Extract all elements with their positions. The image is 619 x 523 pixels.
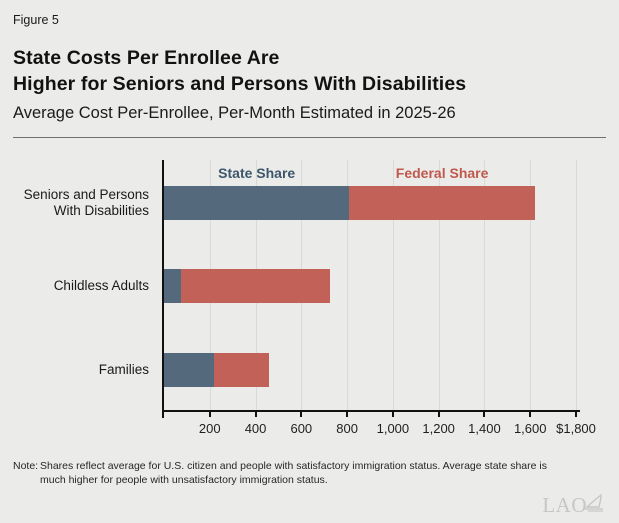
x-tick-label-1200: 1,200 bbox=[422, 421, 455, 436]
category-label-seniors-and-persons-with-disabilities: Seniors and Persons With Disabilities bbox=[24, 187, 149, 219]
x-tick-label-600: 600 bbox=[290, 421, 313, 436]
x-tick-label-800: 800 bbox=[336, 421, 358, 436]
bar-childless-adults-federal-share bbox=[181, 269, 330, 303]
gridline-1000 bbox=[392, 160, 394, 410]
figure-title-line-1: State Costs Per Enrollee Are bbox=[13, 47, 280, 69]
note-line-1: Shares reflect average for U.S. citizen … bbox=[40, 460, 547, 472]
legend-federal-share: Federal Share bbox=[395, 165, 489, 181]
lao-logo: LAO bbox=[542, 493, 605, 517]
gridline-1400 bbox=[484, 160, 486, 410]
x-tick-label-1000: 1,000 bbox=[376, 421, 410, 436]
x-tick-1600 bbox=[529, 412, 532, 417]
lao-quill-icon bbox=[585, 493, 605, 514]
gridline-1600 bbox=[530, 160, 532, 410]
category-label-line: Families bbox=[98, 362, 149, 377]
lao-logo-text: LAO bbox=[542, 493, 587, 517]
gridline-1200 bbox=[438, 160, 440, 410]
x-tick-1800 bbox=[575, 412, 577, 417]
x-axis-line bbox=[162, 410, 580, 412]
figure-subtitle: Average Cost Per-Enrollee, Per-Month Est… bbox=[13, 104, 456, 122]
category-label-line: Seniors and Persons bbox=[23, 187, 149, 202]
category-label-childless-adults: Childless Adults bbox=[54, 278, 149, 294]
bar-families-federal-share bbox=[214, 353, 270, 387]
category-label-line: With Disabilities bbox=[53, 203, 149, 218]
note-label: Note: bbox=[13, 460, 39, 472]
gridline-800 bbox=[347, 160, 349, 410]
y-axis-line bbox=[162, 160, 164, 418]
bar-childless-adults-state-share bbox=[164, 269, 182, 303]
x-tick-label-1600: 1,600 bbox=[513, 421, 547, 436]
gridline-1800 bbox=[576, 160, 577, 410]
x-axis-tick-labels: 200 400 600 800 1,000 1,200 1,400 1,600 $1,800 bbox=[164, 421, 596, 437]
figure-title-line-2: Higher for Seniors and Persons With Disa… bbox=[13, 73, 467, 95]
category-labels: Seniors and Persons With Disabilities Chil… bbox=[0, 160, 156, 410]
x-tick-1200 bbox=[437, 412, 440, 417]
x-tick-label-1400: 1,400 bbox=[468, 421, 501, 436]
figure-note: Note: Shares reflect average for U.S. ci… bbox=[13, 460, 596, 487]
legend-state-share: State Share bbox=[218, 165, 296, 181]
figure-number: Figure 5 bbox=[13, 13, 59, 27]
x-tick-1000 bbox=[391, 412, 394, 417]
x-tick-label-200: 200 bbox=[198, 421, 221, 436]
note-line-2: much higher for people with unsatisfacto… bbox=[40, 473, 328, 486]
x-tick-600 bbox=[300, 412, 303, 417]
bar-seniors-and-persons-with-disabilities-federal-share bbox=[349, 186, 535, 220]
x-tick-label-1800: $1,800 bbox=[556, 421, 596, 436]
bar-families-state-share bbox=[164, 353, 215, 387]
figure-title: State Costs Per Enrollee Are Higher for … bbox=[13, 45, 466, 97]
category-label-families: Families bbox=[99, 362, 149, 378]
category-label-line: Childless Adults bbox=[53, 278, 149, 293]
x-tick-200 bbox=[208, 412, 211, 417]
bar-seniors-and-persons-with-disabilities-state-share bbox=[164, 186, 350, 220]
x-tick-400 bbox=[254, 412, 257, 417]
plot-area: State Share Federal Share bbox=[162, 160, 580, 418]
x-tick-label-400: 400 bbox=[244, 421, 267, 436]
x-tick-1400 bbox=[483, 412, 486, 417]
x-tick-800 bbox=[346, 412, 349, 417]
header-divider bbox=[13, 137, 606, 138]
